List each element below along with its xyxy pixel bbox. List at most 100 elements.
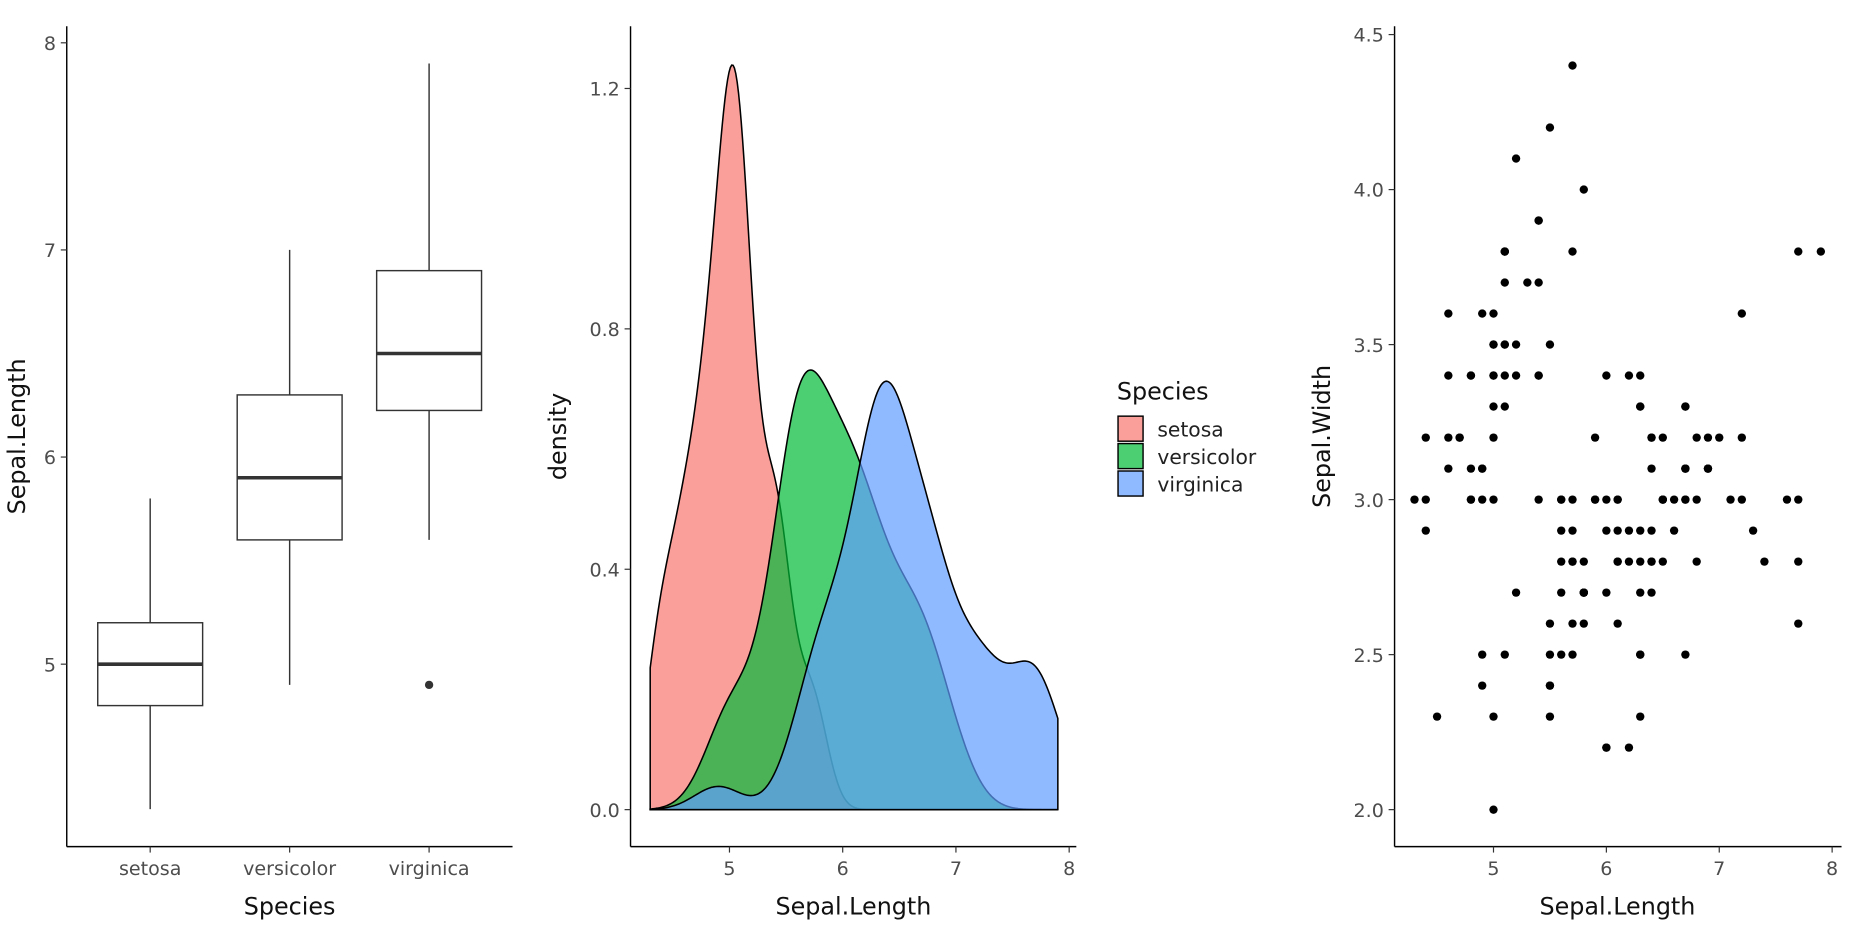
scatter-point <box>1444 371 1453 380</box>
legend-key-virginica <box>1117 470 1144 497</box>
scatter-point <box>1703 433 1713 442</box>
scatter-point <box>1579 588 1588 597</box>
x-tick-label: 8 <box>1826 858 1838 880</box>
scatter-point <box>1545 619 1555 628</box>
scatter-point <box>1511 588 1521 597</box>
legend-title: Species <box>1117 377 1209 405</box>
y-tick-label: 2.0 <box>1354 800 1384 822</box>
x-tick-label: 8 <box>1063 858 1075 880</box>
scatter-point <box>1568 495 1577 504</box>
x-tick-label: versicolor <box>243 858 336 880</box>
scatter-point <box>1715 433 1724 442</box>
y-tick-label: 0.0 <box>589 800 619 822</box>
scatter-point <box>1478 650 1487 659</box>
scatter-point <box>1681 495 1690 504</box>
scatter-point <box>1568 619 1577 628</box>
scatter-point <box>1500 278 1509 287</box>
scatter-point <box>1500 340 1509 349</box>
scatter-point <box>1545 650 1555 659</box>
scatter-point <box>1545 123 1555 132</box>
scatter-point <box>1432 712 1442 721</box>
scatter-point <box>1489 433 1498 442</box>
y-tick-label: 0.4 <box>589 559 619 581</box>
scatter-point <box>1692 557 1701 566</box>
scatter-point <box>1489 402 1498 411</box>
scatter-point <box>1692 495 1701 504</box>
scatter-point <box>1478 495 1487 504</box>
scatter-point <box>1444 464 1453 473</box>
scatter-point <box>1647 557 1656 566</box>
y-tick-label: 0.8 <box>589 319 619 341</box>
scatter-point <box>1636 402 1645 411</box>
x-tick-label: 5 <box>1487 858 1499 880</box>
scatter-point <box>1624 371 1634 380</box>
x-tick-label: setosa <box>119 858 181 880</box>
x-tick-label: virginica <box>389 858 470 880</box>
scatter-point <box>1658 495 1667 504</box>
scatter-point <box>1636 712 1645 721</box>
scatter-point <box>1534 495 1543 504</box>
scatter-point <box>1703 464 1713 473</box>
scatter-point <box>1647 526 1656 535</box>
x-axis-title: Species <box>244 893 336 921</box>
density-panel: 0.0 0.4 0.8 1.2 5 6 7 8 Sepal.Length density Speci… <box>544 26 1257 921</box>
scatter-point <box>1681 464 1690 473</box>
scatter-point <box>1681 650 1690 659</box>
scatter-point <box>1658 433 1667 442</box>
scatter-point <box>1624 526 1634 535</box>
scatter-point <box>1658 557 1667 566</box>
scatter-point <box>1669 495 1679 504</box>
scatter-point <box>1760 557 1769 566</box>
scatter-point <box>1636 371 1645 380</box>
y-tick-label: 4.5 <box>1354 25 1384 47</box>
scatter-point <box>1636 526 1645 535</box>
scatter-point <box>1557 495 1566 504</box>
scatter-point <box>1794 619 1803 628</box>
density-area-virginica <box>649 380 1059 811</box>
scatter-point <box>1602 495 1611 504</box>
scatter-point <box>1489 805 1498 814</box>
legend-label: setosa <box>1157 417 1223 441</box>
scatter-point <box>1500 650 1509 659</box>
scatter-point <box>1624 557 1634 566</box>
scatter-point <box>1579 619 1588 628</box>
scatter-point <box>1489 309 1498 318</box>
x-tick-label: 7 <box>950 858 962 880</box>
scatter-point <box>1568 650 1577 659</box>
scatter-point <box>1534 216 1543 225</box>
scatter-point <box>1489 371 1498 380</box>
y-tick-label: 7 <box>44 240 56 262</box>
outlier-point <box>424 680 434 690</box>
scatter-point <box>1455 433 1464 442</box>
scatter-point <box>1636 588 1645 597</box>
scatter-point <box>1782 495 1792 504</box>
scatter-point <box>1511 154 1521 163</box>
scatter-point <box>1602 371 1611 380</box>
scatter-point <box>1557 650 1566 659</box>
scatter-point <box>1478 681 1487 690</box>
x-tick-label: 5 <box>723 858 735 880</box>
y-tick-label: 3.0 <box>1354 490 1384 512</box>
scatter-point <box>1444 309 1453 318</box>
scatter-point <box>1500 247 1509 256</box>
scatter-point <box>1613 495 1622 504</box>
legend-key-versicolor <box>1117 442 1144 470</box>
scatter-point <box>1410 495 1419 504</box>
scatter-point <box>1557 588 1566 597</box>
scatter-point <box>1613 557 1622 566</box>
scatter-point <box>1444 433 1453 442</box>
scatter-point <box>1466 464 1476 473</box>
y-axis-title: density <box>544 393 572 480</box>
scatter-point <box>1421 433 1430 442</box>
scatter-point <box>1647 464 1656 473</box>
scatter-point <box>1500 371 1509 380</box>
scatter-point <box>1636 650 1645 659</box>
scatter-point <box>1816 247 1826 256</box>
scatter-point <box>1794 557 1803 566</box>
y-tick-label: 2.5 <box>1354 645 1384 667</box>
x-axis-title: Sepal.Length <box>775 893 931 921</box>
y-tick-label: 4.0 <box>1354 180 1384 202</box>
scatter-point <box>1737 309 1746 318</box>
scatter-point <box>1489 495 1498 504</box>
